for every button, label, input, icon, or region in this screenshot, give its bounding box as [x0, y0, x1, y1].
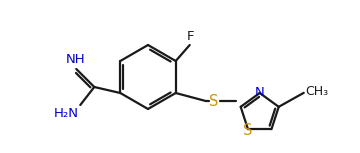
Text: H₂N: H₂N: [53, 107, 78, 120]
Text: NH: NH: [66, 53, 85, 66]
Text: F: F: [187, 30, 194, 43]
Text: S: S: [209, 93, 219, 108]
Text: S: S: [243, 123, 253, 138]
Text: N: N: [255, 86, 265, 99]
Text: CH₃: CH₃: [306, 85, 329, 98]
